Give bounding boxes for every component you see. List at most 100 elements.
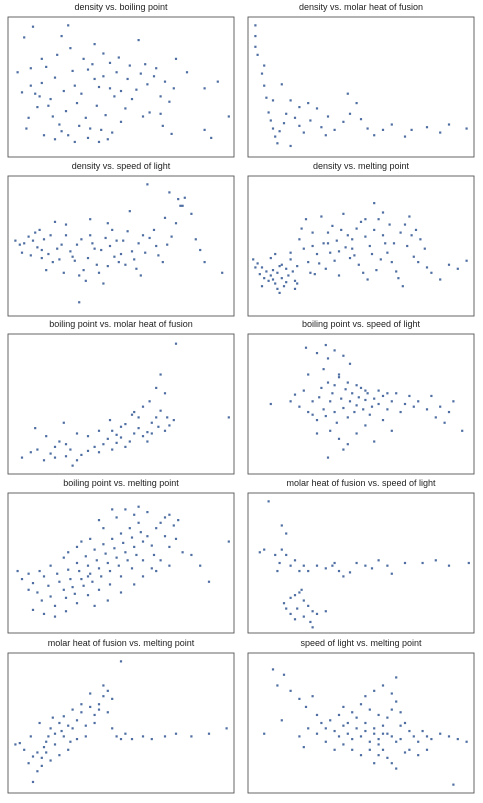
scatter-point	[141, 405, 145, 408]
scatter-point	[102, 543, 105, 546]
scatter-point	[353, 410, 356, 414]
scatter-point	[150, 737, 153, 741]
scatter-point	[75, 101, 79, 105]
scatter-point	[362, 271, 365, 274]
scatter-point	[342, 406, 345, 410]
scatter-point	[40, 599, 43, 602]
scatter-point	[119, 252, 123, 256]
scatter-point	[108, 61, 112, 64]
scatter-point	[45, 269, 48, 272]
scatter-point	[64, 110, 68, 113]
scatter-point	[267, 111, 270, 114]
scatter-point	[106, 689, 109, 692]
scatter-point	[53, 220, 57, 223]
scatter-point	[148, 236, 151, 240]
scatter-point	[320, 721, 323, 725]
scatter-point	[67, 568, 70, 571]
scatter-point	[130, 250, 134, 253]
scatter-point	[381, 394, 385, 398]
scatter-point	[412, 255, 415, 258]
scatter-point	[86, 594, 90, 597]
scatter-point	[373, 762, 376, 765]
scatter-point	[64, 610, 68, 613]
scatter-point	[130, 567, 134, 570]
scatter-point	[368, 413, 371, 416]
scatter-point	[29, 84, 32, 87]
scatter-point	[368, 244, 371, 248]
scatter-point	[342, 212, 345, 215]
scatter-point	[137, 242, 140, 245]
scatter-point	[344, 388, 347, 391]
scatter-point	[337, 713, 341, 717]
scatter-point	[287, 274, 290, 277]
scatter-point	[155, 569, 158, 573]
scatter-point	[355, 384, 358, 387]
scatter-point	[62, 735, 65, 738]
scatter-point	[115, 441, 118, 444]
scatter-point	[49, 97, 52, 101]
scatter-point	[452, 400, 455, 403]
scatter-point	[379, 258, 382, 261]
scatter-point	[368, 740, 371, 743]
scatter-point	[282, 673, 286, 676]
scatter-point	[155, 527, 158, 530]
scatter-point	[307, 101, 310, 105]
scatter-point	[194, 238, 197, 241]
scatter-point	[36, 448, 39, 451]
scatter-point	[174, 57, 178, 60]
scatter-point	[289, 689, 292, 692]
scatter-point	[64, 234, 68, 237]
scatter-point	[20, 577, 24, 581]
scatter-point	[137, 521, 140, 524]
scatter-point	[36, 591, 39, 594]
scatter-point	[137, 427, 140, 430]
scatter-point	[69, 577, 72, 581]
scatter-point	[326, 456, 330, 459]
scatter-point	[309, 119, 312, 122]
scatter-point	[172, 418, 175, 422]
scatter-point	[91, 63, 94, 66]
scatter-point	[174, 342, 178, 345]
scatter-point	[16, 569, 19, 573]
scatter-point	[370, 567, 374, 570]
scatter-point	[282, 122, 286, 125]
scatter-point	[326, 381, 330, 384]
scatter-point	[133, 545, 136, 549]
scatter-point	[93, 77, 96, 81]
scatter-point	[276, 287, 279, 290]
scatter-point	[157, 254, 160, 257]
scatter-point	[14, 239, 17, 242]
scatter-point	[408, 748, 411, 751]
scatter-point	[67, 134, 70, 137]
scatter-point	[29, 254, 32, 257]
scatter-point	[117, 260, 120, 264]
scatter-point	[443, 421, 446, 424]
scatter-point	[282, 602, 286, 605]
scatter-point	[159, 112, 162, 115]
scatter-point	[271, 668, 275, 671]
scatter-point	[40, 57, 43, 60]
scatter-point	[84, 116, 87, 119]
scatter-point	[104, 114, 107, 117]
scatter-point	[80, 703, 83, 706]
scatter-point	[329, 429, 332, 432]
scatter-point	[38, 721, 41, 725]
scatter-point	[78, 569, 81, 573]
panel-title: density vs. boiling point	[74, 2, 168, 12]
scatter-point	[58, 258, 61, 261]
scatter-point	[293, 116, 297, 119]
scatter-point	[73, 259, 76, 262]
scatter-point	[373, 202, 376, 205]
scatter-point	[410, 234, 413, 237]
scatter-point	[53, 615, 57, 618]
scatter-point	[51, 115, 54, 118]
scatter-point	[390, 400, 393, 403]
scatter-point	[119, 120, 123, 123]
scatter-point	[146, 535, 149, 538]
scatter-point	[102, 443, 105, 446]
scatter-point	[263, 732, 266, 735]
scatter-point	[227, 540, 230, 543]
scatter-point	[311, 400, 314, 403]
scatter-point	[18, 243, 21, 246]
scatter-point	[311, 695, 314, 698]
